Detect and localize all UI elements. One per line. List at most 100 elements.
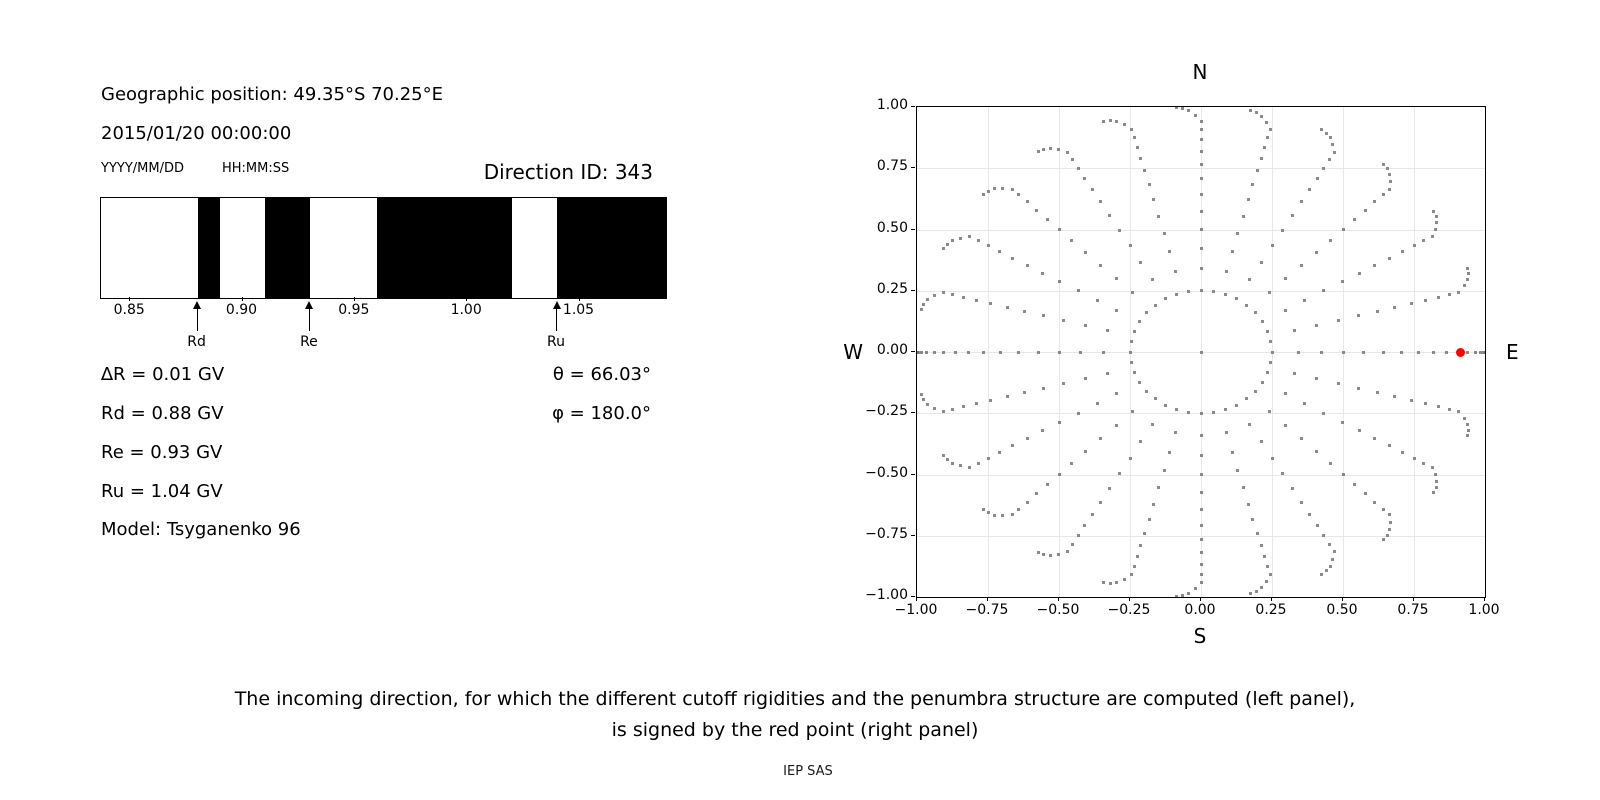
direction-dot (1199, 473, 1203, 476)
direction-dot (1162, 232, 1166, 236)
direction-dot (1248, 109, 1252, 113)
direction-dot (1266, 136, 1270, 140)
x-axis-tick-label: 0.50 (1326, 602, 1358, 618)
gridline-horizontal (917, 168, 1485, 170)
direction-dot (1049, 553, 1053, 557)
direction-dot (1193, 587, 1197, 591)
direction-dot (1095, 402, 1099, 406)
direction-dot (966, 350, 970, 354)
direction-dot (1139, 260, 1143, 264)
geographic-position-label: Geographic position: 49.35°S 70.25°E (101, 84, 444, 105)
direction-dot (1328, 461, 1332, 465)
direction-dot (1341, 228, 1345, 231)
direction-dot (1263, 145, 1267, 149)
direction-dot (1260, 586, 1264, 590)
direction-dot (1296, 350, 1300, 354)
direction-dot (1147, 183, 1151, 187)
direction-dot (1246, 502, 1250, 506)
x-axis-tick (987, 597, 988, 601)
y-axis-tick (911, 228, 915, 230)
direction-dot (1389, 521, 1393, 525)
ru-arrow-label: Ru (547, 334, 566, 350)
direction-dot (1284, 423, 1288, 427)
direction-dot (926, 298, 930, 302)
x-axis-tick (1271, 597, 1272, 601)
direction-dot (1251, 517, 1255, 521)
direction-dot (1299, 263, 1303, 267)
direction-dot (1105, 328, 1109, 332)
direction-dot (1042, 314, 1046, 318)
direction-dot-ring (1138, 381, 1141, 385)
direction-dot (1336, 382, 1340, 386)
direction-dot-ring (1253, 389, 1257, 393)
direction-dot (950, 407, 954, 411)
direction-dot (1174, 269, 1178, 273)
direction-dot (1010, 187, 1014, 191)
axis-tick (129, 297, 131, 301)
direction-dot-ring (1138, 319, 1141, 323)
direction-dot (933, 294, 937, 298)
direction-dot (1135, 145, 1139, 149)
direction-dot-ring (1129, 339, 1133, 343)
penumbra-forbidden-band (264, 198, 310, 298)
direction-dot (1199, 454, 1203, 458)
direction-dot (1412, 456, 1416, 460)
x-axis-tick-label: −0.25 (1107, 602, 1151, 618)
x-axis-tick-label: 0.75 (1397, 602, 1429, 618)
direction-dot (1332, 549, 1336, 553)
direction-dot (1095, 298, 1099, 302)
direction-dot (1084, 251, 1088, 255)
rd-arrow (196, 307, 198, 331)
direction-dot (1070, 461, 1074, 465)
direction-dot-ring (1187, 410, 1191, 414)
direction-dot (989, 399, 993, 403)
direction-dot (1435, 220, 1439, 224)
caption-line-2: is signed by the red point (right panel) (611, 719, 979, 741)
direction-dot (1241, 486, 1245, 490)
penumbra-axis: 0.85 0.90 0.95 1.00 1.05 Rd Re Ru (100, 297, 665, 357)
direction-dot (1259, 440, 1263, 444)
direction-dot (1417, 350, 1421, 354)
penumbra-forbidden-band (377, 198, 513, 298)
direction-dot (1025, 200, 1029, 204)
direction-dot (1268, 291, 1272, 295)
direction-dot (1034, 492, 1038, 496)
direction-dot (1045, 483, 1049, 487)
axis-tick (578, 297, 580, 301)
direction-dot (942, 454, 946, 458)
direction-dot (1118, 228, 1122, 232)
direction-dot (1341, 473, 1345, 476)
direction-dot (1308, 187, 1312, 191)
compass-west-label: W (843, 340, 863, 364)
direction-dot (1079, 350, 1083, 354)
direction-dot (1199, 120, 1203, 124)
direction-dot (1115, 580, 1119, 584)
direction-dot (1315, 176, 1319, 180)
direction-dot (1254, 111, 1258, 115)
x-axis-tick-label: 0.00 (1184, 602, 1216, 618)
direction-dot (922, 302, 926, 306)
direction-dot (1199, 580, 1203, 584)
direction-dot (1076, 166, 1080, 170)
direction-dot (1010, 513, 1014, 517)
direction-dot (1382, 162, 1386, 166)
direction-dot (1114, 277, 1118, 281)
direction-dot (1143, 531, 1147, 535)
direction-dot (1322, 411, 1326, 415)
direction-dot (986, 456, 990, 460)
direction-dot (1199, 162, 1203, 166)
direction-dot (917, 350, 919, 354)
direction-dot (932, 350, 936, 354)
direction-dot-ring (1266, 371, 1270, 375)
direction-dot (1432, 491, 1436, 495)
direction-dot (1062, 382, 1066, 386)
direction-dot (1324, 569, 1328, 573)
direction-dot (1268, 572, 1272, 576)
direction-dot (1248, 423, 1252, 427)
direction-dot-ring (1270, 350, 1274, 354)
direction-dot (951, 461, 955, 465)
direction-dot (1393, 305, 1397, 309)
direction-dot (1466, 350, 1470, 354)
direction-dot (1099, 437, 1103, 441)
y-axis-tick (911, 167, 915, 169)
